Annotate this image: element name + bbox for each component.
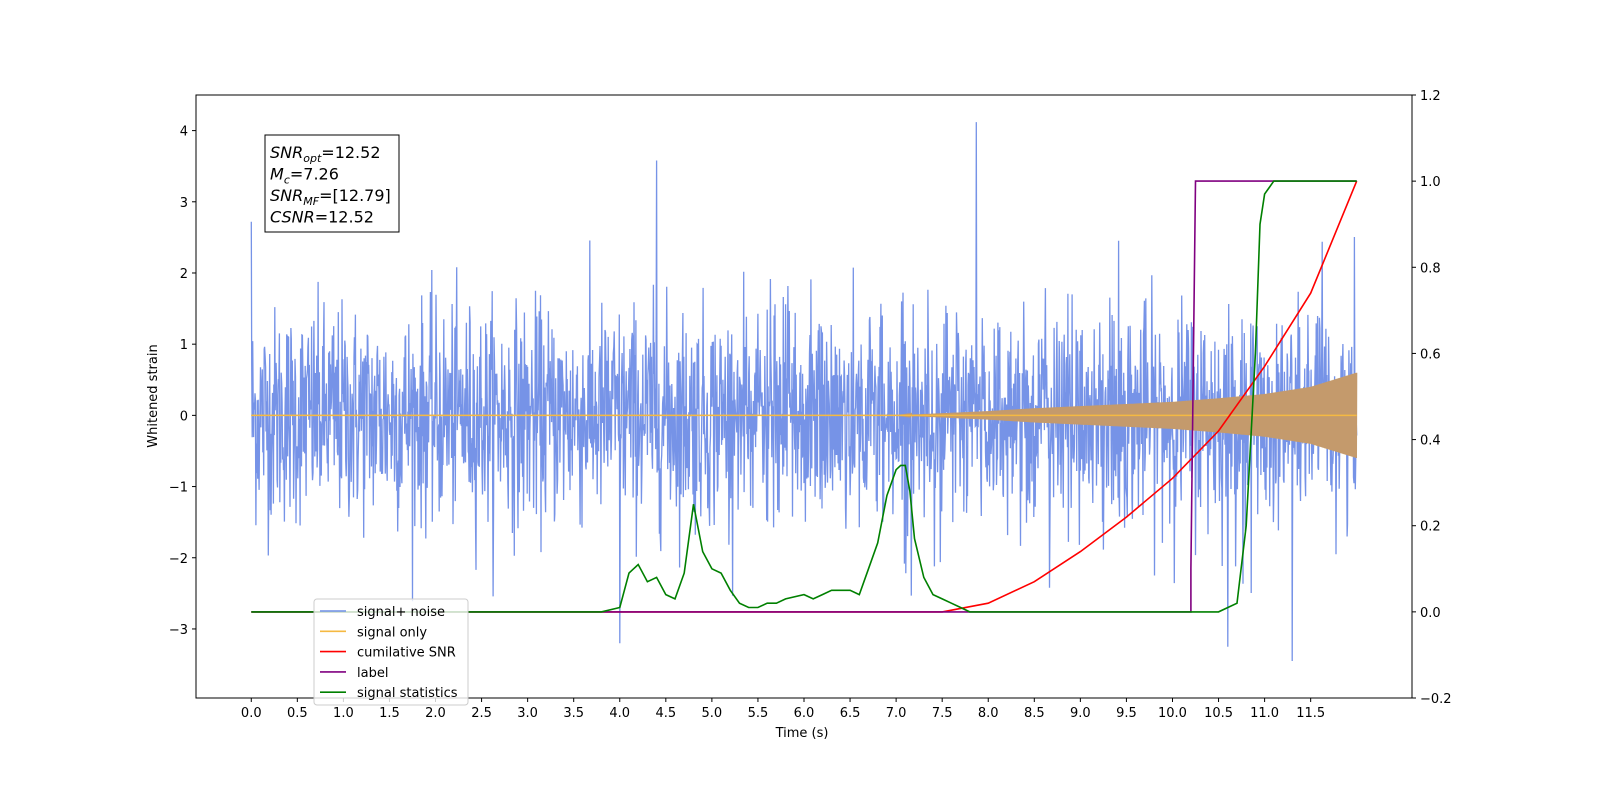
x-tick-label: 11.5 bbox=[1296, 706, 1325, 721]
annotation-box: SNRopt=12.52Mc=7.26SNRMF=[12.79]CSNR=12.… bbox=[264, 134, 400, 233]
x-tick-label: 0.0 bbox=[241, 706, 262, 721]
x-tick-label: 4.0 bbox=[609, 706, 630, 721]
x-tick-label: 3.0 bbox=[517, 706, 538, 721]
annotation-line: CSNR=12.52 bbox=[270, 208, 374, 227]
y-tick-label: 3 bbox=[180, 196, 188, 211]
annotation-line: Mc=7.26 bbox=[270, 165, 339, 187]
y2-tick-label: 0.6 bbox=[1420, 347, 1441, 362]
legend-entry: signal+ noise bbox=[357, 605, 445, 620]
legend-entry: label bbox=[357, 666, 388, 681]
y-axis-left: 4 3 2 1 0 −1 −2 −3 bbox=[169, 125, 196, 638]
x-tick-label: 10.5 bbox=[1204, 706, 1233, 721]
x-tick-label: 11.0 bbox=[1250, 706, 1279, 721]
x-tick-label: 4.5 bbox=[655, 706, 676, 721]
y-tick-label: 2 bbox=[180, 267, 188, 282]
x-tick-label: 9.5 bbox=[1116, 706, 1137, 721]
y2-tick-label: 0.2 bbox=[1420, 520, 1441, 535]
y2-tick-label: 0.8 bbox=[1420, 261, 1441, 276]
series-label-line bbox=[251, 180, 1357, 613]
x-tick-label: 6.0 bbox=[794, 706, 815, 721]
x-tick-label: 6.5 bbox=[840, 706, 861, 721]
y-tick-label: −1 bbox=[169, 481, 188, 496]
series-signal-statistics-line bbox=[251, 180, 1357, 613]
y-tick-label: −3 bbox=[169, 623, 188, 638]
x-tick-label: 3.5 bbox=[563, 706, 584, 721]
x-tick-label: 2.5 bbox=[471, 706, 492, 721]
x-tick-label: 9.0 bbox=[1070, 706, 1091, 721]
x-tick-label: 7.0 bbox=[886, 706, 907, 721]
y-tick-label: 1 bbox=[180, 338, 188, 353]
y-axis-label: Whitened strain bbox=[146, 344, 161, 447]
x-axis: 0.0 0.5 1.0 1.5 2.0 2.5 3.0 3.5 4.0 4.5 5.0 5.5 6.0 6… bbox=[241, 698, 1325, 721]
y2-tick-label: 0.0 bbox=[1420, 606, 1441, 621]
plot-area bbox=[250, 122, 1358, 662]
x-tick-label: 1.0 bbox=[333, 706, 354, 721]
x-tick-label: 10.0 bbox=[1158, 706, 1187, 721]
y-axis-right: 1.2 1.0 0.8 0.6 0.4 0.2 0.0 −0.2 bbox=[1412, 89, 1452, 707]
series-cumilative-snr-line bbox=[251, 180, 1358, 613]
legend: signal+ noise signal only cumilative SNR la… bbox=[313, 598, 469, 706]
x-tick-label: 5.5 bbox=[748, 706, 769, 721]
x-tick-label: 7.5 bbox=[932, 706, 953, 721]
y2-tick-label: 1.0 bbox=[1420, 175, 1441, 190]
legend-entry: cumilative SNR bbox=[357, 646, 456, 661]
annotation-line: SNRopt=12.52 bbox=[270, 143, 381, 165]
y-tick-label: −2 bbox=[169, 552, 188, 567]
x-tick-label: 2.0 bbox=[425, 706, 446, 721]
legend-entry: signal statistics bbox=[357, 686, 458, 701]
x-axis-label: Time (s) bbox=[775, 726, 829, 741]
y2-tick-label: 0.4 bbox=[1420, 434, 1441, 449]
y2-tick-label: −0.2 bbox=[1420, 692, 1452, 707]
x-tick-label: 0.5 bbox=[287, 706, 308, 721]
x-tick-label: 5.0 bbox=[702, 706, 723, 721]
x-tick-label: 8.0 bbox=[978, 706, 999, 721]
y2-tick-label: 1.2 bbox=[1420, 89, 1441, 104]
x-tick-label: 1.5 bbox=[379, 706, 400, 721]
y-tick-label: 4 bbox=[180, 125, 188, 140]
legend-entry: signal only bbox=[357, 625, 427, 640]
annotation-line: SNRMF=[12.79] bbox=[270, 186, 391, 208]
series-signal-noise-line bbox=[250, 122, 1358, 662]
y-tick-label: 0 bbox=[180, 409, 188, 424]
x-tick-label: 8.5 bbox=[1024, 706, 1045, 721]
